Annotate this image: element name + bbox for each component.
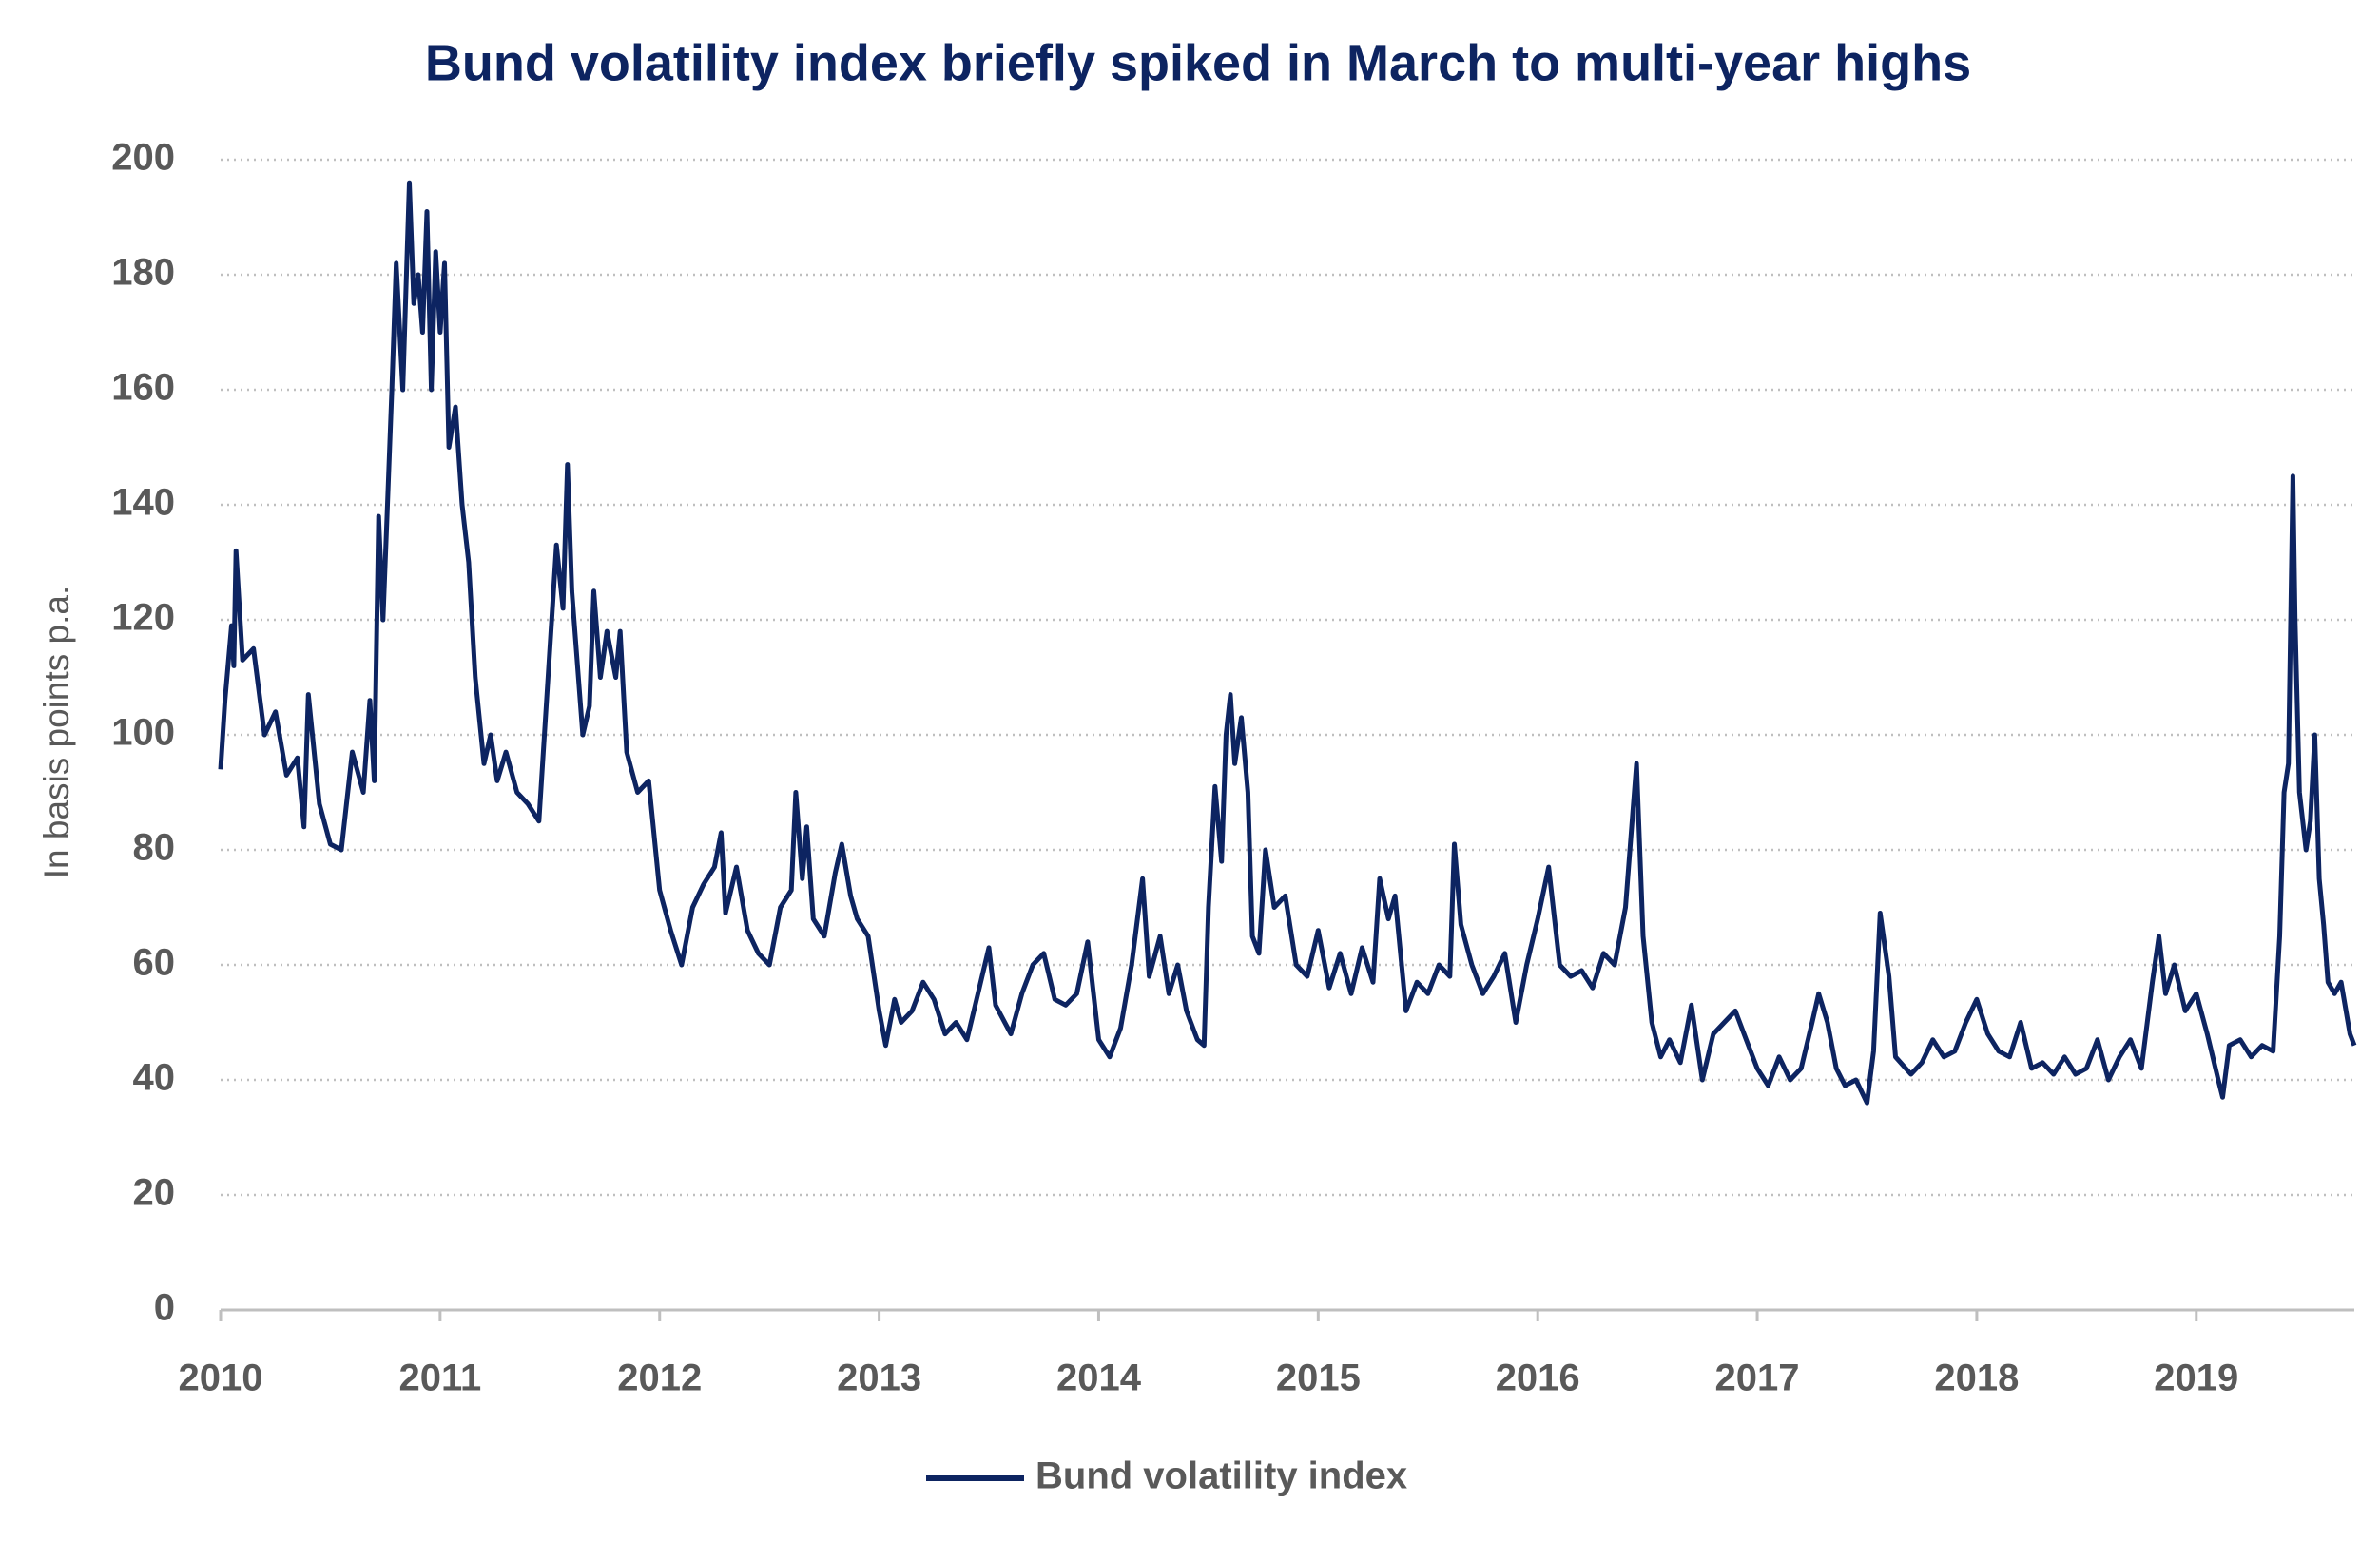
x-tick-label: 2011 [398,1358,481,1399]
y-tick-label: 100 [111,712,175,754]
x-tick-label: 2010 [179,1358,263,1399]
chart-title: Bund volatility index briefly spiked in … [425,34,1971,91]
data-line [218,180,2357,1106]
y-tick-label: 200 [111,137,175,179]
x-tick-label: 2016 [1496,1358,1580,1399]
x-tick-label: 2012 [617,1358,702,1399]
x-tick-label: 2015 [1276,1358,1361,1399]
y-axis-label: In basis points p.a. [37,586,76,879]
x-tick-label: 2019 [2154,1358,2238,1399]
y-tick-label: 0 [154,1287,175,1329]
y-tick-label: 60 [133,942,176,984]
x-tick-label: 2013 [837,1358,921,1399]
y-tick-label: 160 [111,367,175,409]
y-tick-label: 40 [133,1057,176,1099]
y-tick-label: 180 [111,252,175,294]
y-tick-label: 140 [111,482,175,524]
x-tick-label: 2014 [1056,1358,1142,1399]
x-tick-label: 2017 [1715,1358,1800,1399]
y-tick-label: 120 [111,597,175,639]
legend-label: Bund volatility index [1035,1455,1407,1497]
y-tick-label: 20 [133,1172,176,1214]
y-tick-label: 80 [133,827,176,869]
x-tick-label: 2018 [1934,1358,2019,1399]
